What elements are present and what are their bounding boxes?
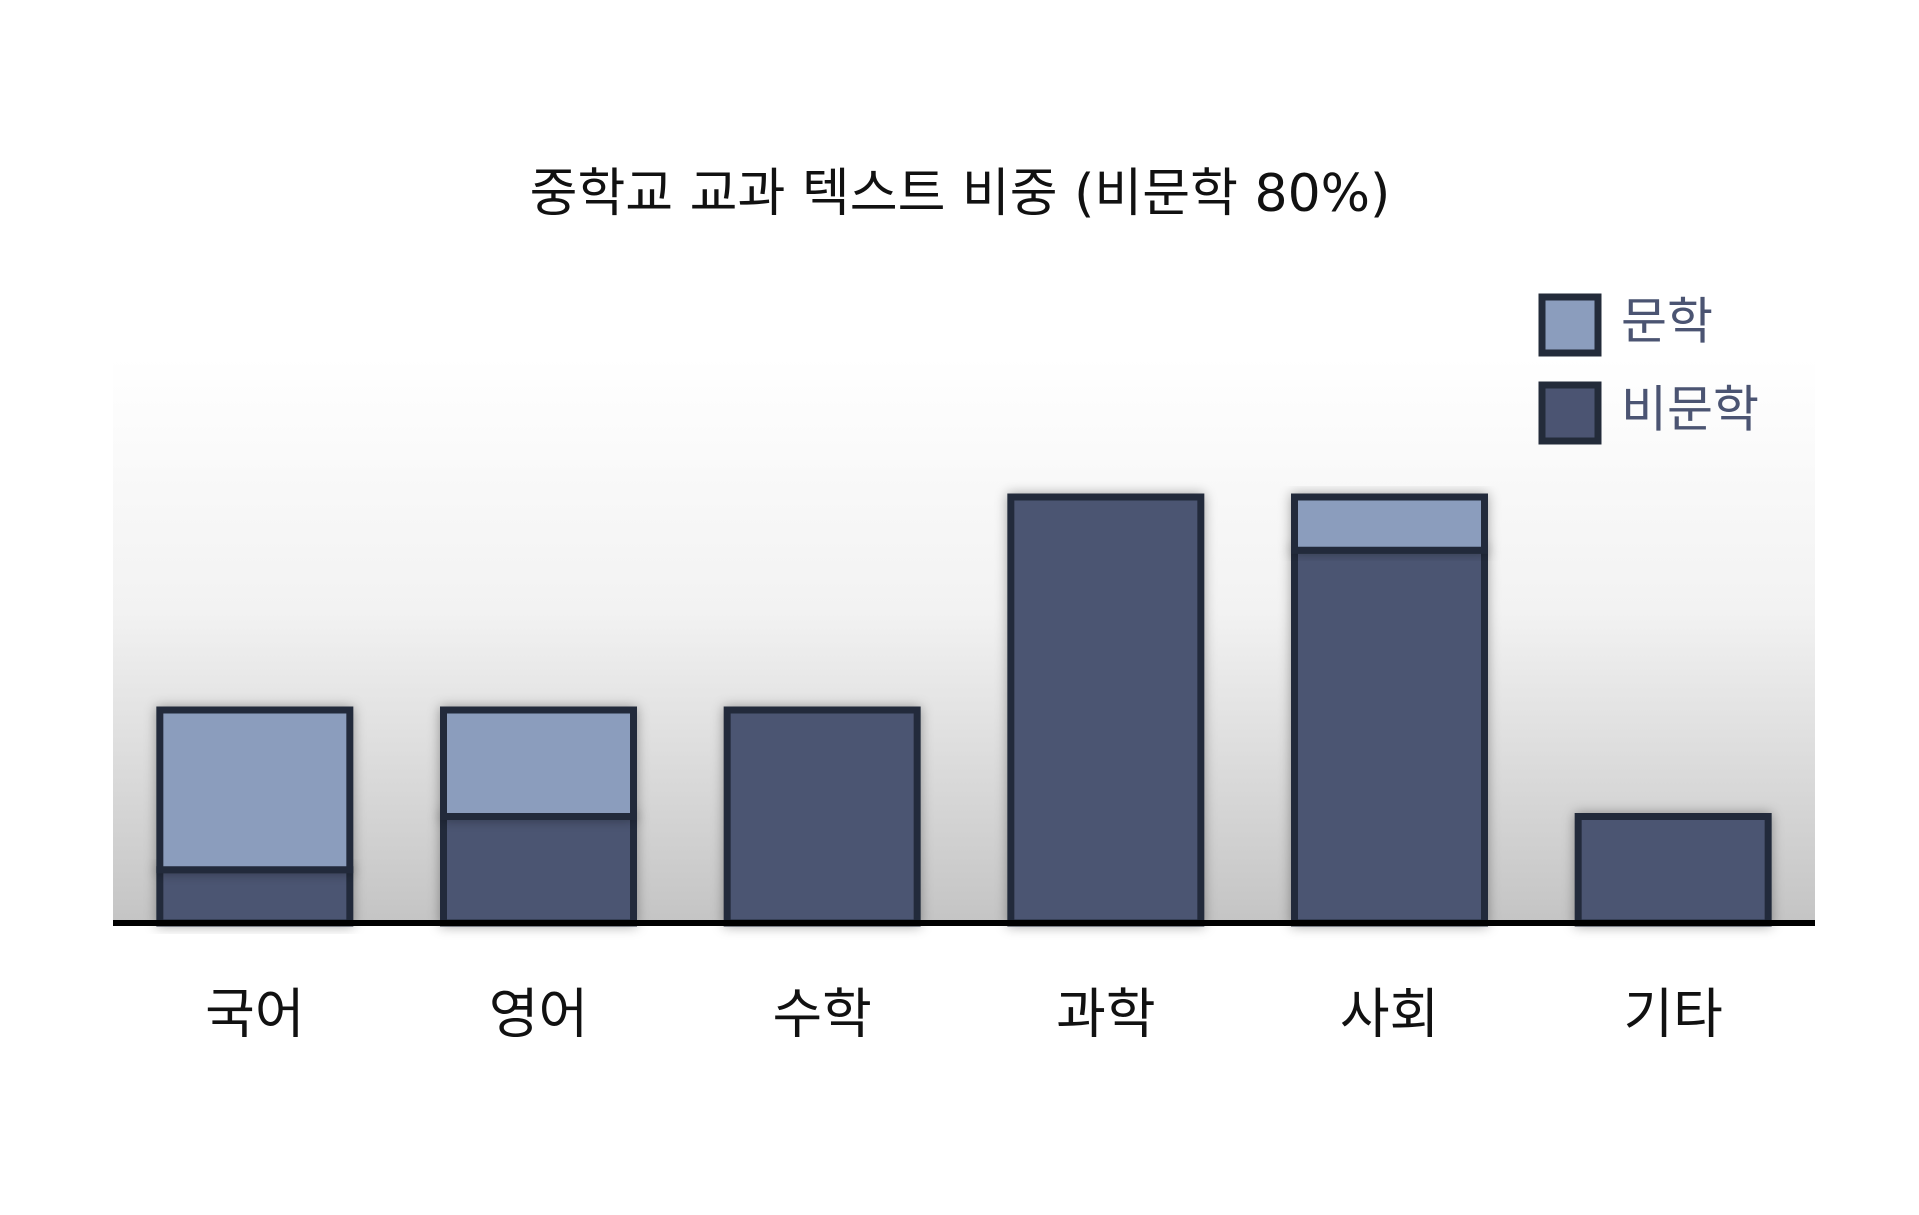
bar-segment [156, 706, 354, 874]
legend-swatch [1538, 293, 1602, 357]
bar-segment [440, 813, 637, 927]
x-tick-label: 과학 [1056, 983, 1155, 1046]
bar-segment [1574, 813, 1772, 927]
x-tick-label: 영어 [489, 983, 588, 1046]
x-tick-label: 국어 [205, 983, 304, 1046]
bar-segment [440, 706, 637, 820]
bar-segment [1291, 493, 1488, 554]
legend-label: 비문학 [1621, 381, 1759, 439]
x-tick-label: 수학 [772, 983, 871, 1046]
legend-label: 문학 [1621, 293, 1713, 351]
chart-title: 중학교 교과 텍스트 비중 (비문학 80%) [530, 164, 1391, 224]
plot-background [113, 357, 1815, 923]
bar-segment [1007, 493, 1205, 927]
bar-segment [1291, 546, 1488, 927]
bar-segment [723, 706, 921, 927]
x-tick-label: 사회 [1340, 983, 1439, 1046]
legend-swatch [1538, 381, 1602, 445]
x-tick-label: 기타 [1623, 983, 1722, 1046]
bar-segment [156, 866, 354, 927]
